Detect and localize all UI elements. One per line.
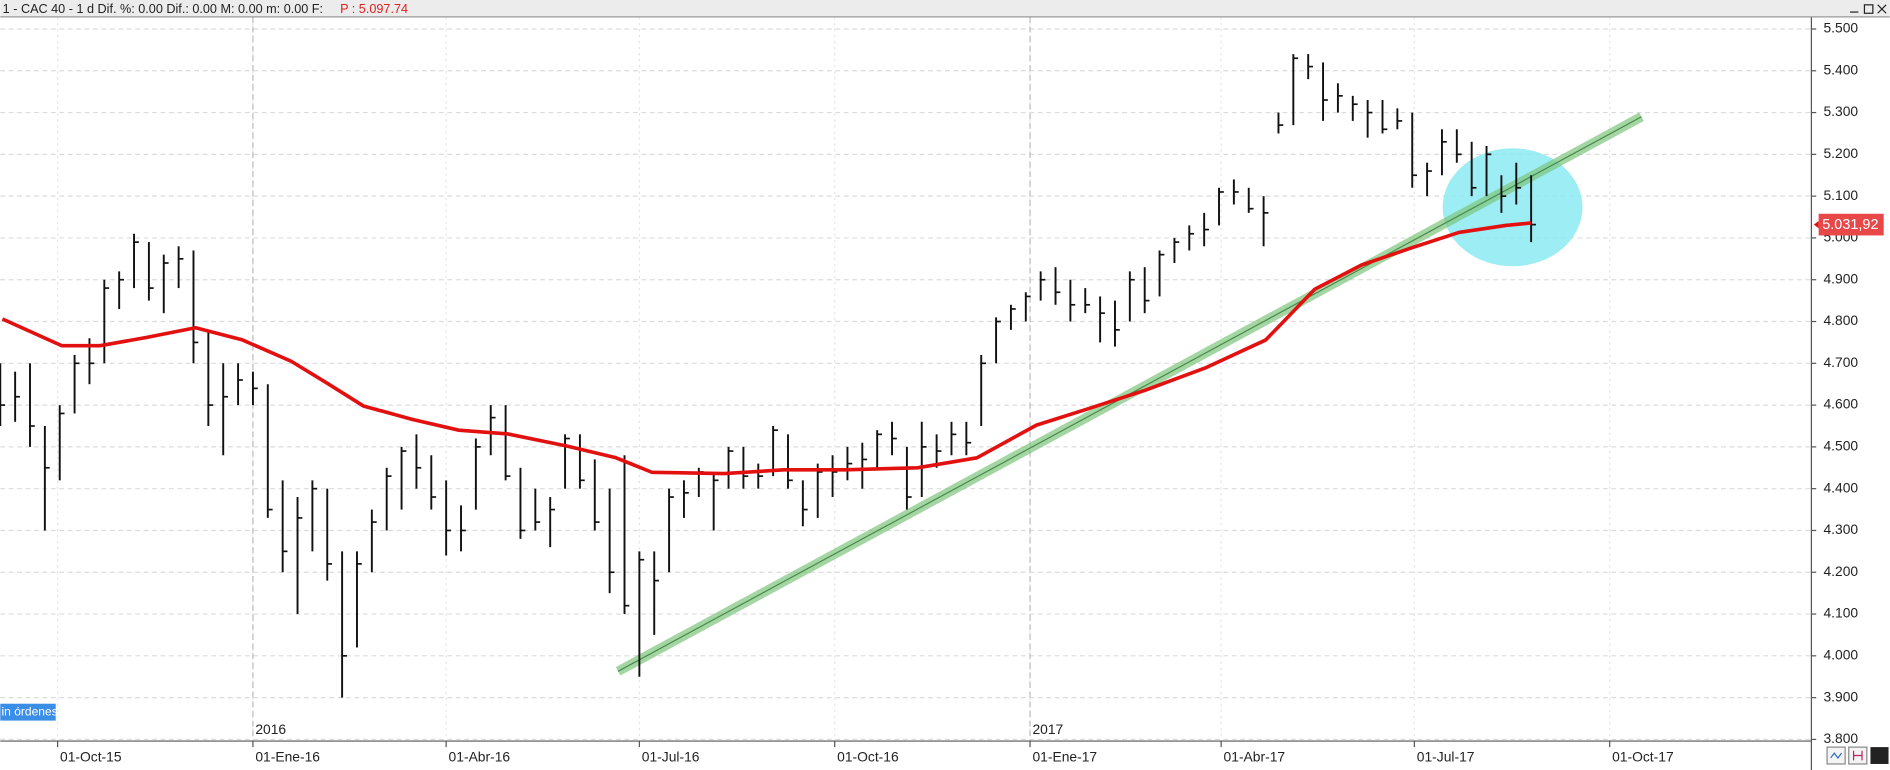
y-tick-label: 4.000	[1823, 646, 1858, 662]
plot	[0, 54, 1644, 698]
moving-average	[1, 221, 1532, 476]
header-price: P : 5.097.74	[340, 2, 408, 16]
x-tick-label: 01-Ene-16	[255, 749, 320, 765]
y-tick-label: 5.100	[1823, 187, 1858, 203]
orders-tag-text: in órdenes	[1, 704, 57, 718]
last-price-pointer	[1813, 220, 1819, 229]
y-tick-label: 3.800	[1823, 730, 1858, 746]
window-controls[interactable]	[1849, 4, 1887, 14]
tool-icon	[1852, 750, 1863, 761]
y-tick-label: 4.800	[1823, 312, 1858, 328]
x-tick-label: 01-Abr-17	[1224, 749, 1286, 765]
x-tick-label: 01-Oct-16	[837, 749, 899, 765]
y-tick-label: 3.900	[1823, 688, 1858, 704]
maximize-button[interactable]	[1863, 4, 1874, 14]
x-tick-label: 01-Ene-17	[1032, 749, 1097, 765]
y-tick-label: 4.700	[1823, 354, 1858, 370]
y-tick-label: 4.200	[1823, 563, 1858, 579]
x-tick-label: 01-Jul-17	[1417, 749, 1475, 765]
year-label: 2016	[255, 721, 286, 737]
y-tick-label: 4.100	[1823, 605, 1858, 621]
y-tick-label: 5.400	[1823, 61, 1858, 77]
x-tick-label: 01-Abr-16	[449, 749, 511, 765]
y-tick-label: 4.500	[1823, 438, 1858, 454]
x-tick-label: 01-Oct-17	[1612, 749, 1674, 765]
header-text: 1 - CAC 40 - 1 d Dif. %: 0.00 Dif.: 0.00…	[3, 2, 323, 16]
x-tick-label: 01-Oct-15	[60, 749, 122, 765]
tool-button[interactable]	[1870, 747, 1889, 764]
y-tick-label: 5.500	[1823, 20, 1858, 36]
year-label: 2017	[1032, 721, 1063, 737]
y-tick-label: 5.200	[1823, 145, 1858, 161]
bottom-toolbar[interactable]	[1826, 746, 1889, 765]
highlight-circle	[1442, 148, 1583, 267]
header-bar	[0, 0, 1890, 17]
close-button[interactable]	[1877, 4, 1887, 14]
y-tick-label: 4.400	[1823, 479, 1858, 495]
orders-tag[interactable]	[0, 703, 56, 721]
y-tick-label: 4.900	[1823, 270, 1858, 286]
last-price-label: 5.031,92	[1822, 217, 1878, 233]
y-tick-label: 5.300	[1823, 103, 1858, 119]
x-tick-label: 01-Jul-16	[642, 749, 700, 765]
grid	[0, 16, 1812, 742]
tool-icon	[1830, 752, 1843, 759]
y-tick-label: 4.600	[1823, 396, 1858, 412]
y-tick-label: 4.300	[1823, 521, 1858, 537]
last-price-tag	[1818, 213, 1884, 236]
